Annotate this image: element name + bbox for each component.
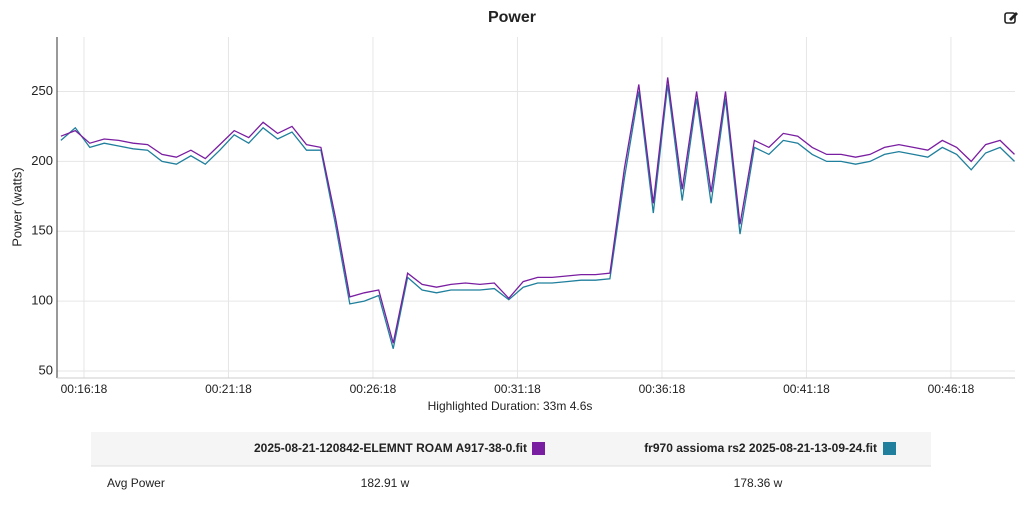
x-tick-label: 00:36:18 — [639, 382, 686, 396]
table-value: 182.91 w — [361, 476, 410, 490]
y-tick-label: 100 — [31, 293, 53, 308]
x-tick-label: 00:31:18 — [494, 382, 541, 396]
x-tick-label: 00:26:18 — [350, 382, 397, 396]
chart-title: Power — [488, 9, 536, 26]
series-line — [60, 77, 1015, 344]
y-tick-label: 200 — [31, 153, 53, 168]
y-tick-label: 50 — [39, 362, 53, 377]
series-line — [60, 84, 1015, 349]
table-metric: Avg Power — [107, 476, 165, 490]
x-tick-label: 00:21:18 — [205, 382, 252, 396]
table-value: 178.36 w — [734, 476, 783, 490]
table-col-2: fr970 assioma rs2 2025-08-21-13-09-24.fi… — [644, 441, 877, 455]
y-axis-label: Power (watts) — [9, 167, 24, 246]
x-tick-label: 00:16:18 — [61, 382, 108, 396]
x-tick-label: 00:46:18 — [928, 382, 975, 396]
legend-swatch — [883, 442, 896, 455]
x-tick-label: 00:41:18 — [783, 382, 830, 396]
legend-swatch — [532, 442, 545, 455]
y-tick-label: 250 — [31, 83, 53, 98]
table-header — [91, 432, 931, 466]
table-col-1: 2025-08-21-120842-ELEMNT ROAM A917-38-0.… — [254, 441, 527, 455]
y-tick-label: 150 — [31, 223, 53, 238]
duration-note: Highlighted Duration: 33m 4.6s — [428, 399, 593, 413]
edit-icon[interactable] — [1004, 12, 1018, 24]
